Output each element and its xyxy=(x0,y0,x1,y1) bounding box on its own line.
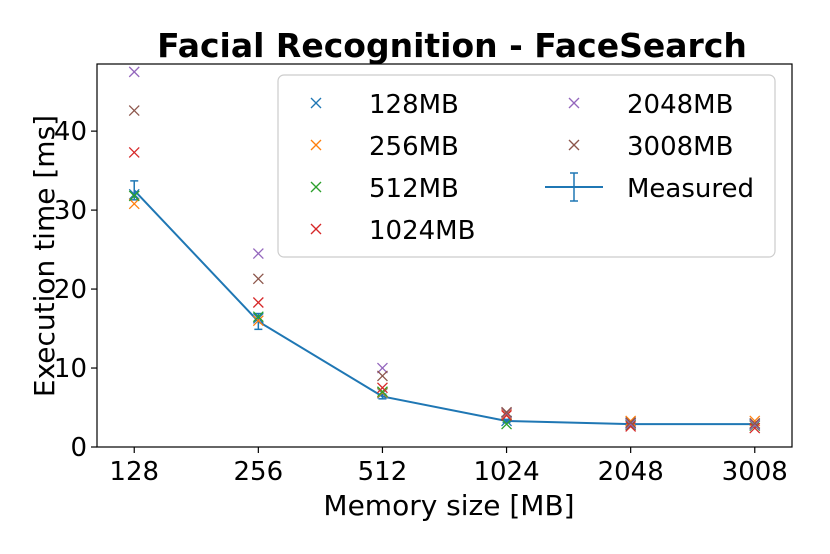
marker-stroke xyxy=(625,421,637,432)
plot-area xyxy=(128,66,761,434)
marker-stroke xyxy=(252,312,264,324)
legend-marker xyxy=(310,181,322,193)
legend-marker xyxy=(310,139,322,151)
marker-stroke xyxy=(501,418,513,430)
point-2048mb xyxy=(749,419,761,431)
marker-stroke xyxy=(310,139,322,151)
y-axis: 0 10 20 30 40 xyxy=(54,117,97,463)
legend-label: 256MB xyxy=(369,132,459,162)
legend-label: 128MB xyxy=(369,90,459,120)
legend-label: 3008MB xyxy=(627,132,733,162)
y-tick-label: 40 xyxy=(54,117,87,147)
x-axis: 128 256 512 1024 2048 3008 xyxy=(109,447,788,487)
y-tick-label: 30 xyxy=(54,196,87,226)
point-1024mb xyxy=(625,421,637,432)
y-tick-label: 10 xyxy=(54,354,87,384)
marker-stroke xyxy=(376,386,388,398)
point-2048mb xyxy=(376,362,388,374)
plot-frame xyxy=(96,63,793,448)
y-tick-label: 20 xyxy=(54,275,87,305)
marker-stroke xyxy=(501,406,513,418)
marker-stroke xyxy=(749,419,761,431)
point-256mb xyxy=(252,315,264,327)
marker-stroke xyxy=(252,273,264,285)
point-128mb xyxy=(252,312,264,324)
marker-stroke xyxy=(128,146,140,158)
point-1024mb xyxy=(501,409,513,421)
point-3008mb xyxy=(128,105,140,117)
legend-marker xyxy=(310,97,322,109)
x-tick-label: 512 xyxy=(358,457,408,487)
point-2048mb xyxy=(625,418,637,430)
point-256mb xyxy=(625,415,637,427)
point-512mb xyxy=(376,386,388,398)
point-128mb xyxy=(128,188,140,200)
marker-stroke xyxy=(501,409,513,421)
x-tick-label: 128 xyxy=(109,457,159,487)
marker-stroke xyxy=(625,417,637,428)
marker-stroke xyxy=(252,297,264,308)
point-3008mb xyxy=(376,370,388,382)
point-2048mb xyxy=(128,66,140,78)
marker-stroke xyxy=(749,422,761,434)
marker-stroke xyxy=(376,370,388,382)
marker-stroke xyxy=(128,198,140,210)
legend-box xyxy=(277,74,776,258)
marker-stroke xyxy=(252,248,264,259)
legend-marker xyxy=(568,97,580,109)
point-3008mb xyxy=(749,417,761,429)
y-tick-label: 0 xyxy=(70,433,87,463)
legend-label: 2048MB xyxy=(627,90,733,120)
marker-stroke xyxy=(128,105,140,117)
marker-stroke xyxy=(568,139,580,151)
point-512mb xyxy=(128,190,140,202)
point-3008mb xyxy=(625,417,637,428)
marker-stroke xyxy=(128,188,140,200)
x-tick-label: 2048 xyxy=(598,457,664,487)
marker-stroke xyxy=(310,181,322,193)
point-256mb xyxy=(128,198,140,210)
x-tick-label: 256 xyxy=(234,457,284,487)
marker-stroke xyxy=(128,190,140,202)
point-512mb xyxy=(501,418,513,430)
point-1024mb xyxy=(376,382,388,394)
marker-stroke xyxy=(310,97,322,109)
x-tick-label: 3008 xyxy=(722,457,788,487)
measured-line xyxy=(133,189,755,426)
legend-label: 1024MB xyxy=(369,216,475,246)
marker-stroke xyxy=(568,97,580,109)
legend: 128MB 256MB 512MB 1024MB 2048MB 3008MB Measure… xyxy=(277,74,776,258)
point-1024mb xyxy=(749,422,761,434)
x-tick-label: 1024 xyxy=(473,457,539,487)
legend-marker xyxy=(568,139,580,151)
marker-stroke xyxy=(376,382,388,394)
marker-stroke xyxy=(128,66,140,78)
point-1024mb xyxy=(252,297,264,308)
marker-stroke xyxy=(625,418,637,430)
marker-stroke xyxy=(376,362,388,374)
point-3008mb xyxy=(252,273,264,285)
chart-title: Facial Recognition - FaceSearch xyxy=(157,26,747,65)
point-3008mb xyxy=(501,406,513,418)
marker-stroke xyxy=(749,417,761,429)
y-axis-label: Execution time [ms] xyxy=(28,115,61,397)
marker-stroke xyxy=(252,311,264,323)
legend-label: Measured xyxy=(627,174,754,204)
point-512mb xyxy=(252,311,264,323)
marker-stroke xyxy=(252,315,264,327)
legend-marker xyxy=(310,223,322,235)
legend-label: 512MB xyxy=(369,174,459,204)
x-axis-label: Memory size [MB] xyxy=(323,489,574,522)
point-1024mb xyxy=(128,146,140,158)
marker-stroke xyxy=(625,415,637,427)
point-2048mb xyxy=(252,248,264,259)
marker-stroke xyxy=(310,223,322,235)
